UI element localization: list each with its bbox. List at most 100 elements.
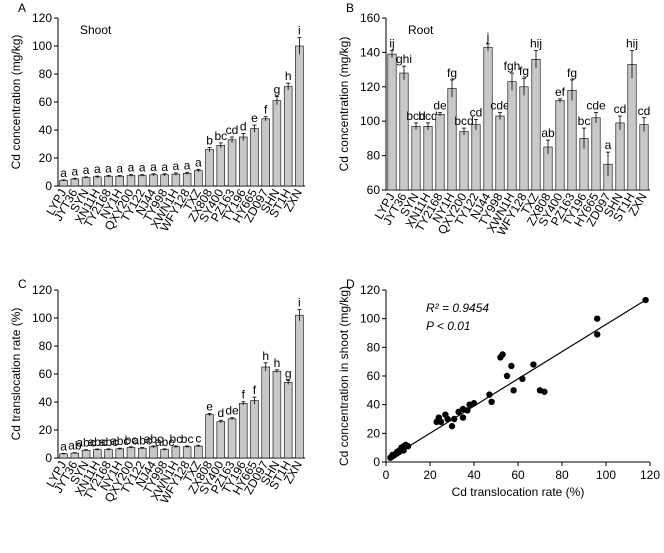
y-tick-label: 100 [360,114,380,128]
bar [387,53,397,191]
significance-letter: ab [68,439,82,453]
data-point [488,398,495,405]
bar [531,58,541,191]
significance-letter: h [274,356,281,370]
significance-letter: cd [470,105,483,119]
panel-label: A [18,1,26,15]
bar [639,124,649,191]
x-tick-label: 20 [423,468,437,482]
significance-letter: ij [389,37,394,51]
data-point [444,415,451,423]
y-tick-label: 160 [360,11,380,25]
significance-letter: i [298,24,301,38]
bar [519,86,529,191]
y-tick-label: 0 [373,455,380,469]
y-tick-label: 40 [39,123,53,137]
significance-letter: e [251,111,258,125]
bar [182,446,192,459]
significance-letter: abc [133,434,152,448]
data-point [499,351,506,358]
bar [160,174,169,187]
y-axis-label: Cd concentration (mg/kg) [9,35,23,170]
data-point [642,296,649,304]
x-axis-label: Cd translocation rate (%) [452,485,585,499]
significance-letter: fg [447,66,457,80]
data-point [451,415,458,423]
x-tick-label: 60 [511,468,525,482]
significance-letter: f [253,383,257,397]
bar [126,447,136,459]
y-tick-label: 60 [39,95,53,109]
y-tick-label: 20 [39,423,53,437]
significance-letter: abc [110,434,129,448]
y-tick-label: 140 [360,45,380,59]
significance-letter: cd [638,104,651,118]
significance-letter: de [225,404,239,418]
bar [104,175,113,187]
significance-letter: a [139,161,146,175]
significance-letter: g [285,366,292,380]
significance-letter: fgh [504,59,521,73]
bar [182,173,192,187]
x-tick-label: 40 [467,468,481,482]
bar [261,366,270,459]
data-point [594,331,601,338]
y-tick-label: 80 [367,340,381,354]
data-point [519,375,526,383]
significance-letter: de [433,99,447,113]
bar [507,81,517,191]
bar [115,175,124,187]
bar [591,117,601,191]
significance-letter: cde [586,99,606,113]
bar [227,139,237,187]
y-tick-label: 80 [39,339,53,353]
significance-letter: cde [490,99,510,113]
x-tick-label: 100 [596,468,616,482]
significance-letter: hij [530,37,542,51]
panel-annotation: Root [408,23,434,37]
data-point [530,361,537,368]
y-tick-label: 120 [32,283,52,297]
bar [126,175,136,187]
bar [483,46,493,191]
data-point [510,387,517,394]
data-point [508,362,515,370]
bar [194,445,203,459]
y-tick-label: 100 [360,312,380,326]
significance-letter: a [161,160,168,174]
significance-letter: fg [519,64,529,78]
bar [171,446,181,459]
bar [227,418,237,459]
significance-letter: cd [614,102,627,116]
panel-label: D [346,277,355,291]
significance-letter: bc [125,433,138,447]
bar [283,382,293,459]
bar [160,449,169,459]
annotation: R² = 0.9454 [426,301,489,315]
bar [216,421,226,459]
bar [555,100,565,191]
significance-letter: cd [226,123,239,137]
significance-letter: a [116,162,123,176]
data-point [448,422,456,430]
significance-letter: abc [144,432,163,446]
significance-letter: a [184,158,191,172]
bar [70,452,80,459]
bar [194,170,203,187]
bar [615,122,625,191]
data-point [470,400,478,407]
data-point [486,391,493,398]
data-point [400,447,407,454]
bar [81,177,91,187]
significance-letter: a [60,439,67,453]
y-axis-label: Cd concentration (mg/kg) [337,37,351,172]
significance-letter: bcd [418,109,437,123]
bar [205,414,214,459]
bar [149,174,158,187]
panel-annotation: Shoot [80,23,112,37]
significance-letter: a [195,155,202,169]
y-tick-label: 60 [367,183,381,197]
bar [216,145,226,187]
x-tick-label: 120 [640,468,660,482]
